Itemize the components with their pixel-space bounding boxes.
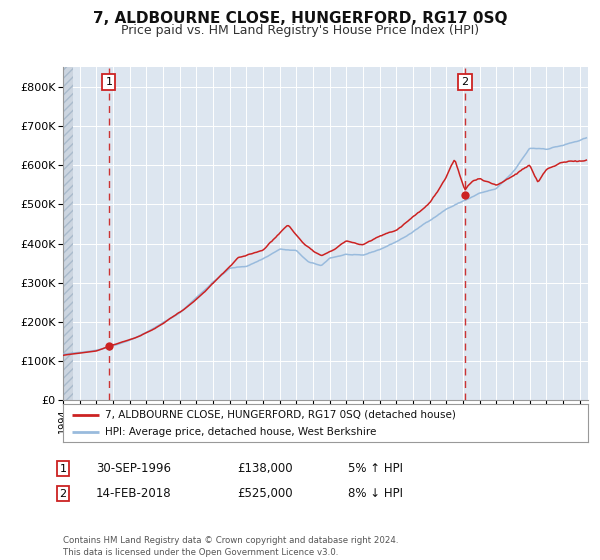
Text: 8% ↓ HPI: 8% ↓ HPI bbox=[348, 487, 403, 501]
Text: HPI: Average price, detached house, West Berkshire: HPI: Average price, detached house, West… bbox=[105, 427, 376, 437]
Text: 1: 1 bbox=[106, 77, 112, 87]
Text: £525,000: £525,000 bbox=[237, 487, 293, 501]
Text: 7, ALDBOURNE CLOSE, HUNGERFORD, RG17 0SQ (detached house): 7, ALDBOURNE CLOSE, HUNGERFORD, RG17 0SQ… bbox=[105, 409, 456, 419]
Text: Contains HM Land Registry data © Crown copyright and database right 2024.
This d: Contains HM Land Registry data © Crown c… bbox=[63, 536, 398, 557]
Text: 30-SEP-1996: 30-SEP-1996 bbox=[96, 462, 171, 475]
Text: 7, ALDBOURNE CLOSE, HUNGERFORD, RG17 0SQ: 7, ALDBOURNE CLOSE, HUNGERFORD, RG17 0SQ bbox=[93, 11, 507, 26]
Bar bbox=[63, 67, 73, 400]
Text: 5% ↑ HPI: 5% ↑ HPI bbox=[348, 462, 403, 475]
Text: Price paid vs. HM Land Registry's House Price Index (HPI): Price paid vs. HM Land Registry's House … bbox=[121, 24, 479, 36]
Text: 14-FEB-2018: 14-FEB-2018 bbox=[96, 487, 172, 501]
Text: 2: 2 bbox=[461, 77, 469, 87]
Text: £138,000: £138,000 bbox=[237, 462, 293, 475]
Text: 2: 2 bbox=[59, 489, 67, 499]
Text: 1: 1 bbox=[59, 464, 67, 474]
